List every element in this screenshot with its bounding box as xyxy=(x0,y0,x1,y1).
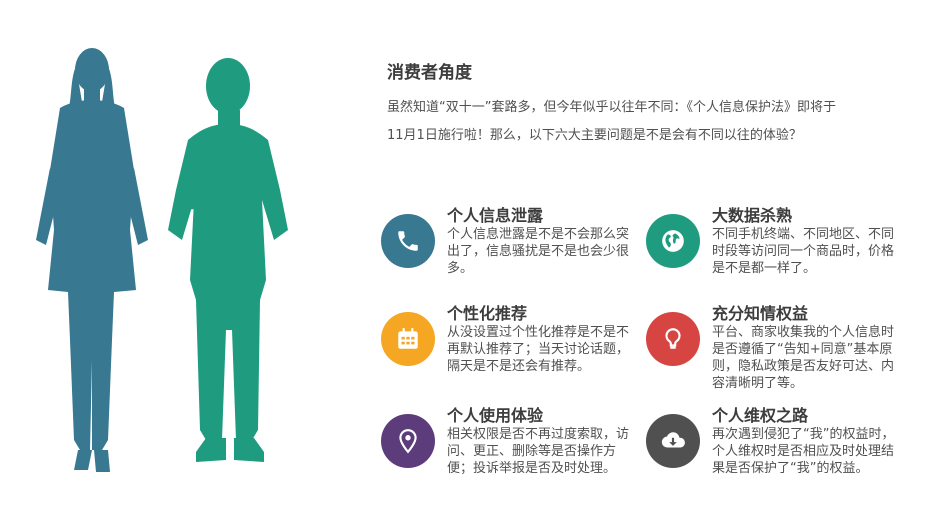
globe-icon xyxy=(646,214,700,268)
issue-description: 相关权限是否不再过度索取，访问、更正、删除等是否操作方便；投诉举报是否及时处理。 xyxy=(447,427,630,476)
issue-title: 充分知情权益 xyxy=(712,304,809,323)
calendar-icon xyxy=(381,312,435,366)
issue-title: 个性化推荐 xyxy=(447,304,528,323)
intro-title: 消费者角度 xyxy=(387,63,472,83)
issue-title: 个人信息泄露 xyxy=(447,206,544,225)
issue-description: 不同手机终端、不同地区、不同时段等访问同一个商品时，价格是不是都一样了。 xyxy=(712,227,895,276)
businessman-silhouette xyxy=(168,58,288,462)
intro-text: 虽然知道“双十一”套路多，但今年似乎以往年不同：《个人信息保护法》即将于11月1… xyxy=(387,100,836,143)
issue-description: 个人信息泄露是不是不会那么突出了，信息骚扰是不是也会少很多。 xyxy=(447,227,630,276)
issue-description: 再次遇到侵犯了“我”的权益时，个人维权时是否相应及时处理结果是否保护了“我”的权… xyxy=(712,427,895,476)
cloud-download-icon xyxy=(646,414,700,468)
lightbulb-icon xyxy=(646,312,700,366)
issue-description: 从没设置过个性化推荐是不是不再默认推荐了；当天讨论话题，隔天是不是还会有推荐。 xyxy=(447,325,630,374)
phone-icon xyxy=(381,214,435,268)
businesswoman-silhouette xyxy=(36,48,148,472)
issue-title: 大数据杀熟 xyxy=(712,206,793,225)
business-people-silhouettes xyxy=(36,48,288,472)
location-pin-icon xyxy=(381,414,435,468)
issue-description: 平台、商家收集我的个人信息时是否遵循了“告知+同意”基本原则，隐私政策是否友好可… xyxy=(712,325,895,391)
issue-title: 个人使用体验 xyxy=(447,406,544,425)
issue-title: 个人维权之路 xyxy=(712,406,809,425)
intro-section: 消费者角度 虽然知道“双十一”套路多，但今年似乎以往年不同：《个人信息保护法》即… xyxy=(387,62,857,150)
